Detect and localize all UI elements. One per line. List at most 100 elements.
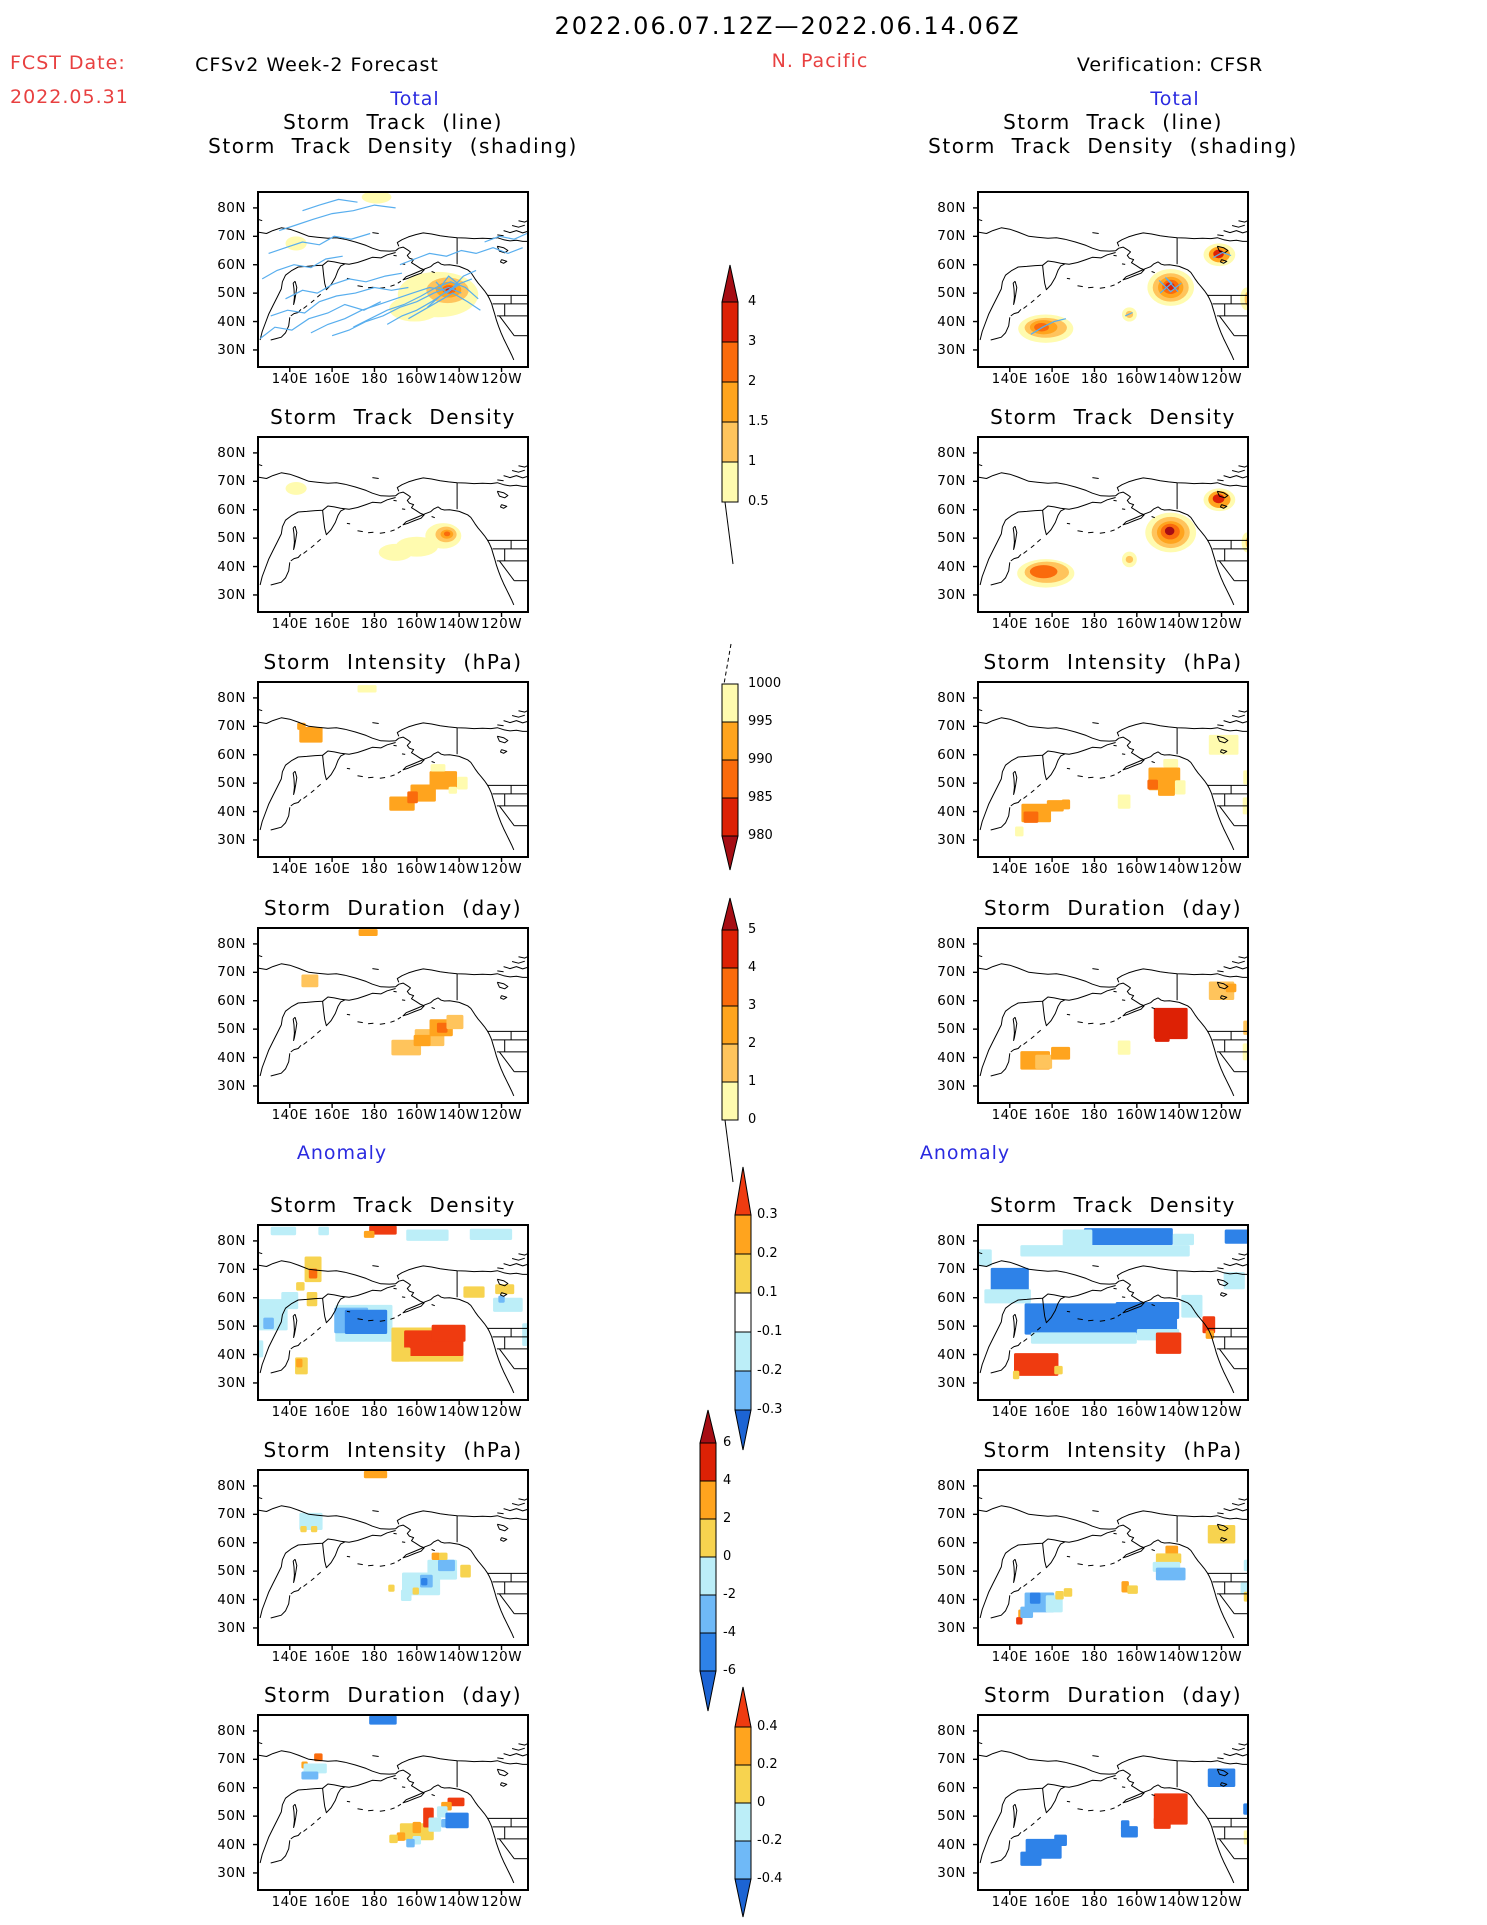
lat-tick-label: 40N (217, 558, 246, 575)
shading-cell (1172, 1233, 1194, 1246)
lat-tick-label: 60N (217, 501, 246, 518)
coastline (497, 1267, 504, 1270)
coastline (503, 1263, 528, 1267)
shading-cell (300, 1525, 307, 1533)
lon-tick-label: 140E (271, 371, 308, 387)
lon-tick-label: 160E (313, 1649, 351, 1665)
shading-cell (1207, 1768, 1236, 1788)
lat-tick-label: 50N (937, 1318, 966, 1335)
map-vr-track (973, 191, 1249, 372)
coastline (1220, 1782, 1228, 1787)
coastline (1231, 714, 1245, 718)
map-frame (257, 191, 529, 368)
lon-tick-label: 120W (480, 1107, 523, 1123)
coastline (346, 522, 351, 525)
colorbar-segment (721, 1081, 739, 1121)
coastline (1066, 1310, 1071, 1313)
coastline (497, 234, 504, 237)
coastline (401, 1296, 406, 1298)
coastline (990, 807, 1011, 831)
lon-tick-label: 180 (360, 1649, 389, 1665)
coastline (346, 1310, 351, 1313)
colorbar-arrow-down (699, 1670, 717, 1712)
coastline (1088, 1319, 1094, 1322)
coastline (1231, 1257, 1245, 1261)
colorbar-segment (721, 301, 739, 343)
shading-cell (1016, 1617, 1023, 1625)
shading-cell (1115, 1301, 1180, 1320)
panel-title-line: Storm Track Density (990, 1193, 1236, 1217)
coastline (1010, 308, 1022, 317)
lat-tick-label: 50N (217, 1021, 246, 1038)
shading-cell (1225, 983, 1237, 993)
storm-track-line (1030, 318, 1067, 335)
coastline (1113, 254, 1117, 257)
colorbar-segment (721, 381, 739, 423)
shading-cell (984, 1289, 1031, 1304)
coastline (1231, 1747, 1245, 1751)
lon-tick-label: 160W (1116, 1404, 1158, 1420)
coastline (1012, 1016, 1018, 1041)
colorbar-tick-label: -0.3 (757, 1402, 783, 1417)
shading-cell (1020, 1851, 1042, 1866)
coastline (1099, 287, 1106, 289)
coastline (1113, 1287, 1117, 1290)
shading-cell (1014, 1353, 1059, 1376)
lat-tick-label: 60N (937, 256, 966, 273)
coastline (398, 736, 515, 851)
coastline (1113, 744, 1117, 747)
coastline (511, 960, 525, 964)
shading-cell (1158, 787, 1175, 796)
colorbar-segment (721, 683, 739, 723)
map-frame (977, 1469, 1249, 1646)
coastline (1220, 1292, 1228, 1297)
coastline (431, 761, 435, 764)
coastline (322, 753, 346, 781)
colorbar-tick-label: 985 (748, 790, 773, 805)
shading-blob (285, 482, 307, 495)
lat-tick-label: 70N (937, 1506, 966, 1523)
coastline (1217, 970, 1224, 973)
colorbar-arrow-up (734, 1166, 752, 1216)
shading-cell (344, 1309, 388, 1334)
coastline (390, 284, 395, 287)
panel-title-line: Storm Intensity (hPa) (263, 650, 523, 674)
coastline (1151, 1794, 1155, 1797)
coastline (1023, 1338, 1028, 1342)
coastline (1012, 1803, 1018, 1828)
shading-blob (1212, 494, 1225, 504)
coastline (401, 753, 406, 755)
lat-tick-label: 30N (937, 1619, 966, 1636)
panel-title-line: Storm Duration (day) (263, 1683, 523, 1707)
coastline (1042, 1541, 1066, 1569)
lat-tick-label: 50N (217, 1808, 246, 1825)
lon-tick-label: 180 (1080, 1649, 1109, 1665)
storm-track-line (259, 301, 382, 340)
coastline (259, 1530, 396, 1619)
coastline (1217, 1757, 1224, 1760)
coastline (292, 770, 298, 795)
coastline (1012, 770, 1018, 795)
lat-tick-label: 50N (217, 775, 246, 792)
storm-track-line (1124, 311, 1133, 317)
storm-track-line (302, 198, 358, 212)
coastline (1099, 777, 1106, 779)
colorbar-segment (721, 461, 739, 503)
lon-tick-label: 140E (991, 861, 1028, 877)
shading-cell (357, 685, 377, 693)
lat-tick-label: 70N (217, 1751, 246, 1768)
colorbar-segment (699, 1594, 717, 1634)
coastline (496, 981, 509, 990)
lat-tick-label: 80N (217, 444, 246, 461)
coastline (1077, 1021, 1083, 1024)
panel-title: Storm Track (line) Storm Track Density (s… (883, 110, 1343, 158)
coastline (500, 749, 508, 754)
shading-cell (1029, 1592, 1041, 1604)
coastline (310, 1332, 315, 1337)
shading-cell (1120, 1820, 1130, 1831)
colorbar-tick-label: 980 (748, 828, 773, 843)
colorbar-arrow-up (721, 264, 739, 303)
coastline (290, 308, 302, 317)
coastline (497, 1757, 504, 1760)
coastline (316, 538, 322, 543)
